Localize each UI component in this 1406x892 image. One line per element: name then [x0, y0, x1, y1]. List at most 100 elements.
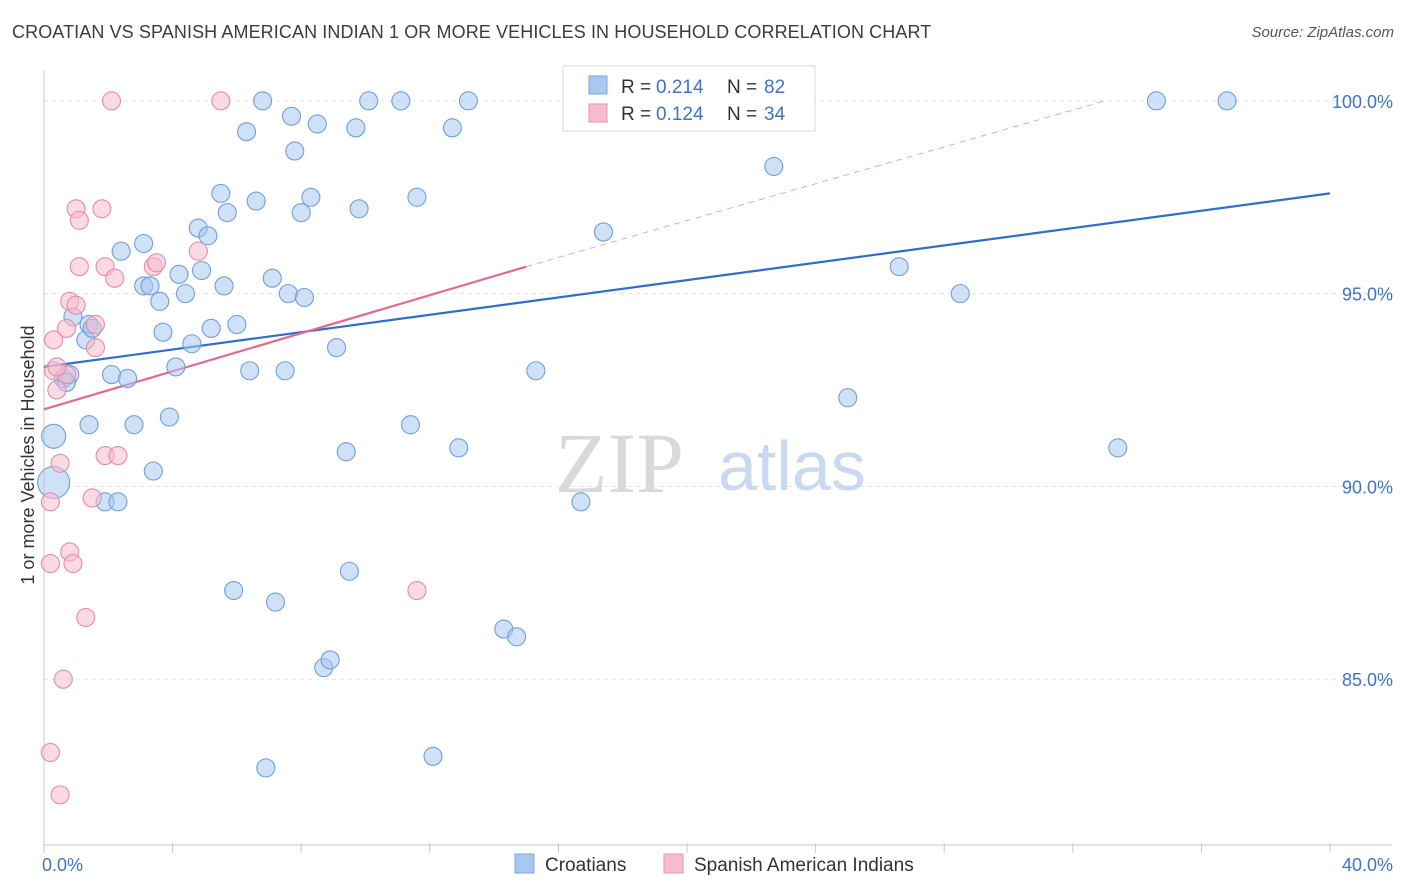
point-spanish-american-indians	[69, 210, 89, 230]
point-croatians	[140, 276, 160, 296]
watermark: ZIP atlas	[555, 415, 866, 511]
point-spanish-american-indians	[40, 742, 60, 763]
x-tick-labels: 0.0% 40.0%	[42, 855, 1393, 875]
point-croatians	[442, 118, 462, 138]
point-spanish-american-indians	[69, 257, 89, 277]
bottom-legend-swatch-spanish	[663, 853, 684, 874]
point-croatians	[124, 415, 144, 435]
point-croatians	[166, 357, 186, 377]
point-croatians	[285, 141, 305, 161]
bottom-legend-croatians: Croatians	[545, 855, 626, 876]
point-croatians	[134, 233, 154, 254]
point-spanish-american-indians	[85, 314, 105, 335]
axes	[43, 70, 1392, 853]
point-croatians	[449, 438, 469, 458]
point-croatians	[182, 334, 202, 354]
point-croatians	[201, 318, 221, 338]
point-croatians	[246, 191, 266, 211]
legend-n-value-spanish: 34	[764, 104, 786, 125]
point-spanish-american-indians	[76, 607, 96, 628]
point-croatians	[346, 118, 366, 138]
point-croatians	[307, 114, 327, 134]
point-croatians	[320, 650, 340, 670]
point-spanish-american-indians	[50, 453, 70, 473]
point-croatians	[169, 264, 189, 284]
point-croatians	[191, 260, 212, 281]
point-croatians	[571, 492, 591, 512]
point-croatians	[153, 322, 173, 342]
legend-top: R = 0.214 N = 82 R = 0.124 N = 34	[562, 65, 816, 132]
trend-line-croatians	[43, 192, 1331, 368]
point-croatians	[41, 423, 67, 449]
point-croatians	[236, 122, 257, 142]
point-croatians	[294, 287, 314, 308]
point-croatians	[101, 365, 122, 385]
point-spanish-american-indians	[53, 669, 73, 689]
point-croatians	[275, 361, 295, 381]
point-croatians	[265, 592, 286, 612]
data-points	[37, 91, 1237, 805]
legend-n-value-croatians: 82	[764, 77, 785, 98]
legend-r-label-1: R =	[621, 77, 651, 98]
legend-swatch-spanish	[588, 103, 608, 123]
point-croatians	[282, 106, 302, 126]
point-croatians	[359, 91, 379, 111]
point-croatians	[526, 361, 546, 381]
legend-r-label-2: R =	[621, 104, 651, 125]
point-spanish-american-indians	[50, 785, 70, 805]
point-spanish-american-indians	[40, 553, 60, 574]
trend-lines	[43, 100, 1331, 411]
point-croatians	[950, 284, 970, 304]
point-croatians	[79, 415, 99, 435]
point-croatians	[198, 226, 218, 246]
point-spanish-american-indians	[211, 91, 231, 111]
point-spanish-american-indians	[188, 241, 208, 261]
point-croatians	[217, 203, 237, 223]
y-tick-label: 100.0%	[1332, 92, 1393, 112]
point-croatians	[150, 291, 170, 311]
point-croatians	[118, 368, 138, 389]
legend-r-value-croatians: 0.214	[656, 77, 704, 98]
point-croatians	[301, 187, 321, 207]
point-croatians	[764, 156, 784, 176]
chart-title: CROATIAN VS SPANISH AMERICAN INDIAN 1 OR…	[12, 22, 932, 42]
grid-lines	[44, 100, 1392, 680]
point-croatians	[1146, 91, 1166, 111]
legend-r-value-spanish: 0.124	[656, 104, 704, 125]
point-croatians	[111, 241, 131, 261]
point-croatians	[423, 746, 443, 766]
point-croatians	[339, 561, 359, 581]
point-croatians	[175, 284, 196, 304]
point-spanish-american-indians	[101, 91, 122, 111]
point-croatians	[253, 91, 273, 111]
point-spanish-american-indians	[47, 357, 67, 377]
point-spanish-american-indians	[44, 330, 64, 350]
point-spanish-american-indians	[85, 338, 105, 358]
point-croatians	[108, 492, 128, 512]
point-croatians	[214, 276, 234, 296]
point-spanish-american-indians	[66, 295, 86, 315]
legend-swatch-croatians	[588, 75, 608, 95]
point-croatians	[278, 284, 298, 304]
point-croatians	[327, 338, 347, 358]
bottom-legend-spanish: Spanish American Indians	[694, 855, 914, 876]
point-croatians	[1217, 91, 1237, 111]
point-croatians	[349, 199, 369, 219]
point-spanish-american-indians	[63, 553, 83, 574]
point-croatians	[593, 222, 613, 242]
legend-n-label-2: N =	[727, 104, 757, 125]
legend-bottom: Croatians Spanish American Indians	[514, 853, 914, 876]
source-credit: Source: ZipAtlas.com	[1251, 24, 1394, 41]
x-tick-label: 40.0%	[1342, 855, 1393, 875]
point-spanish-american-indians	[47, 380, 67, 400]
point-croatians	[291, 203, 311, 223]
point-croatians	[1108, 438, 1128, 458]
point-croatians	[889, 257, 909, 277]
point-spanish-american-indians	[146, 253, 167, 273]
point-spanish-american-indians	[108, 446, 128, 466]
point-spanish-american-indians	[56, 318, 77, 338]
bottom-legend-swatch-croatians	[514, 853, 535, 874]
point-croatians	[211, 183, 231, 203]
y-tick-label: 85.0%	[1342, 670, 1393, 690]
